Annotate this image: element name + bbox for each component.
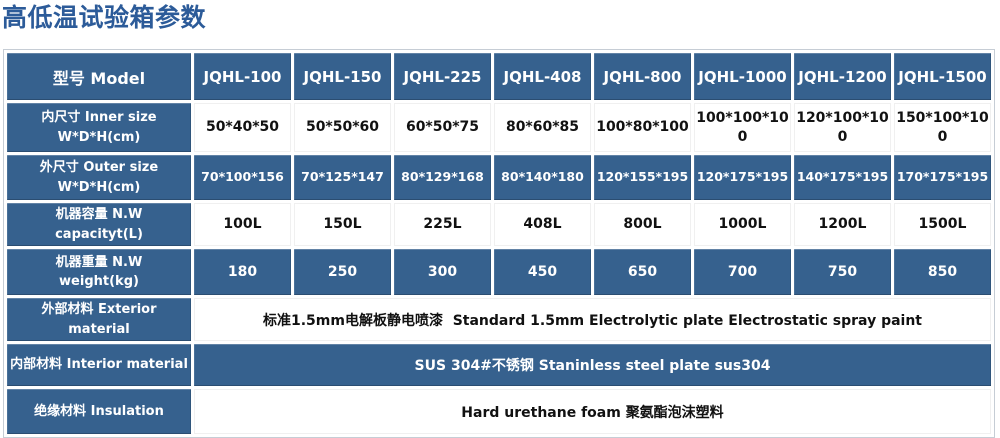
cell-capacity: 800L bbox=[594, 203, 691, 246]
header-model-jqhl-150: JQHL-150 bbox=[294, 53, 391, 100]
cell-outer-size: 170*175*195 bbox=[894, 155, 991, 200]
cell-weight: 700 bbox=[694, 249, 791, 295]
cell-outer-size: 70*125*147 bbox=[294, 155, 391, 200]
cell-inner-size: 100*100*100 bbox=[694, 103, 791, 152]
row-weight: 机器重量 N.W weight(kg) 180 250 300 450 650 … bbox=[7, 249, 991, 295]
header-model-jqhl-225: JQHL-225 bbox=[394, 53, 491, 100]
header-model-jqhl-1000: JQHL-1000 bbox=[694, 53, 791, 100]
row-label-weight: 机器重量 N.W weight(kg) bbox=[7, 249, 191, 295]
cell-inner-size: 150*100*100 bbox=[894, 103, 991, 152]
row-capacity: 机器容量 N.W capacityt(L) 100L 150L 225L 408… bbox=[7, 203, 991, 246]
cell-capacity: 1000L bbox=[694, 203, 791, 246]
row-outer-size: 外尺寸 Outer size W*D*H(cm) 70*100*156 70*1… bbox=[7, 155, 991, 200]
cell-inner-size: 120*100*100 bbox=[794, 103, 891, 152]
row-insulation: 绝缘材料 Insulation Hard urethane foam 聚氨酯泡沫… bbox=[7, 389, 991, 434]
table-header-row: 型号 Model JQHL-100 JQHL-150 JQHL-225 JQHL… bbox=[7, 53, 991, 100]
cell-capacity: 150L bbox=[294, 203, 391, 246]
cell-weight: 250 bbox=[294, 249, 391, 295]
cell-outer-size: 80*140*180 bbox=[494, 155, 591, 200]
row-label-interior-material: 内部材料 Interior material bbox=[7, 344, 191, 386]
cell-outer-size: 70*100*156 bbox=[194, 155, 291, 200]
cell-inner-size: 50*40*50 bbox=[194, 103, 291, 152]
header-model-jqhl-1200: JQHL-1200 bbox=[794, 53, 891, 100]
cell-outer-size: 120*175*195 bbox=[694, 155, 791, 200]
cell-capacity: 1200L bbox=[794, 203, 891, 246]
header-model-jqhl-1500: JQHL-1500 bbox=[894, 53, 991, 100]
cell-exterior-material: 标准1.5mm电解板静电喷漆 Standard 1.5mm Electrolyt… bbox=[194, 298, 991, 341]
header-model-jqhl-800: JQHL-800 bbox=[594, 53, 691, 100]
row-label-outer-size: 外尺寸 Outer size W*D*H(cm) bbox=[7, 155, 191, 200]
row-exterior-material: 外部材料 Exterior material 标准1.5mm电解板静电喷漆 St… bbox=[7, 298, 991, 341]
header-model-jqhl-408: JQHL-408 bbox=[494, 53, 591, 100]
cell-weight: 850 bbox=[894, 249, 991, 295]
cell-interior-material: SUS 304#不锈钢 Staninless steel plate sus30… bbox=[194, 344, 991, 386]
header-model-label: 型号 Model bbox=[7, 53, 191, 100]
cell-outer-size: 80*129*168 bbox=[394, 155, 491, 200]
cell-inner-size: 80*60*85 bbox=[494, 103, 591, 152]
spec-table-container: 型号 Model JQHL-100 JQHL-150 JQHL-225 JQHL… bbox=[3, 49, 995, 438]
row-label-insulation: 绝缘材料 Insulation bbox=[7, 389, 191, 434]
cell-capacity: 100L bbox=[194, 203, 291, 246]
cell-capacity: 225L bbox=[394, 203, 491, 246]
row-label-inner-size: 内尺寸 Inner size W*D*H(cm) bbox=[7, 103, 191, 152]
cell-inner-size: 50*50*60 bbox=[294, 103, 391, 152]
cell-outer-size: 140*175*195 bbox=[794, 155, 891, 200]
cell-weight: 650 bbox=[594, 249, 691, 295]
cell-weight: 750 bbox=[794, 249, 891, 295]
cell-weight: 450 bbox=[494, 249, 591, 295]
spec-table: 型号 Model JQHL-100 JQHL-150 JQHL-225 JQHL… bbox=[4, 50, 994, 437]
row-label-exterior-material: 外部材料 Exterior material bbox=[7, 298, 191, 341]
cell-capacity: 1500L bbox=[894, 203, 991, 246]
cell-weight: 180 bbox=[194, 249, 291, 295]
cell-weight: 300 bbox=[394, 249, 491, 295]
cell-inner-size: 100*80*100 bbox=[594, 103, 691, 152]
cell-outer-size: 120*155*195 bbox=[594, 155, 691, 200]
header-model-jqhl-100: JQHL-100 bbox=[194, 53, 291, 100]
row-label-capacity: 机器容量 N.W capacityt(L) bbox=[7, 203, 191, 246]
row-inner-size: 内尺寸 Inner size W*D*H(cm) 50*40*50 50*50*… bbox=[7, 103, 991, 152]
row-interior-material: 内部材料 Interior material SUS 304#不锈钢 Stani… bbox=[7, 344, 991, 386]
cell-capacity: 408L bbox=[494, 203, 591, 246]
cell-inner-size: 60*50*75 bbox=[394, 103, 491, 152]
page-title: 高低温试验箱参数 bbox=[2, 3, 207, 32]
cell-insulation: Hard urethane foam 聚氨酯泡沫塑料 bbox=[194, 389, 991, 434]
